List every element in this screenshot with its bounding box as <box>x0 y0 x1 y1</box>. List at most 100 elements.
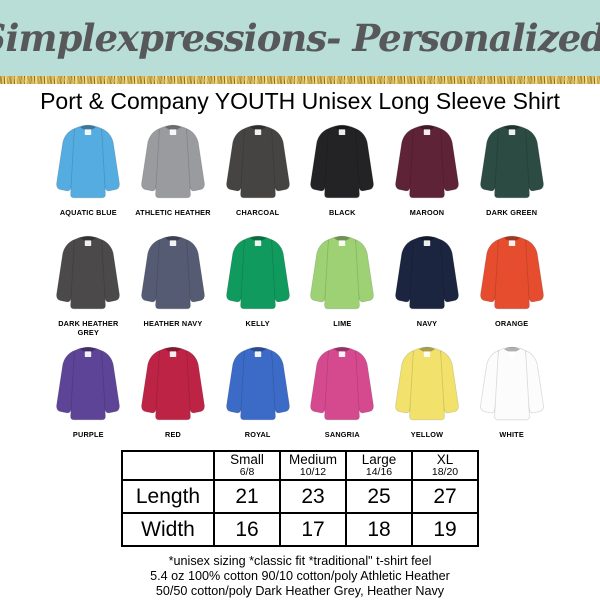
collar <box>334 347 351 353</box>
sleeve-right <box>100 239 121 303</box>
sleeve-left <box>141 350 161 414</box>
shirt-graphic <box>395 235 459 310</box>
sleeve-left <box>479 239 500 303</box>
neck-tag <box>85 351 92 357</box>
neck-tag <box>508 129 515 135</box>
neck-tag <box>339 351 346 357</box>
footnote-line: *unisex sizing *classic fit *traditional… <box>168 554 432 568</box>
shirt-tile: DARK HEATHER GREY <box>46 230 131 338</box>
shirt-color-label: SANGRIA <box>324 430 360 439</box>
shirt-graphic <box>310 124 375 199</box>
collar <box>334 125 351 131</box>
collar <box>249 125 266 131</box>
shirt-tile: AQUATIC BLUE <box>46 119 131 227</box>
shirt-tile: MAROON <box>385 119 470 227</box>
shirt-body <box>239 124 276 199</box>
sleeve-left <box>225 239 246 303</box>
footnote-line: 5.4 oz 100% cotton 90/10 cotton/poly Ath… <box>150 569 450 583</box>
sleeve-left <box>395 128 415 192</box>
shirt-body <box>409 124 445 199</box>
size-name: Small <box>230 452 264 467</box>
footnote-list: *unisex sizing *classic fit *traditional… <box>0 554 600 599</box>
width-row: Width 16 17 18 19 <box>121 512 479 547</box>
sleeve-right <box>354 128 375 192</box>
sleeve-left <box>225 350 246 414</box>
neck-tag <box>169 129 177 135</box>
shirt-color-label: BLACK <box>329 208 356 217</box>
collar <box>418 236 435 242</box>
sleeve-right <box>185 128 205 192</box>
shirt-graphic <box>56 346 121 421</box>
sleeve-right <box>354 239 375 303</box>
sleeve-right <box>100 128 121 192</box>
neck-tag <box>254 240 261 246</box>
shirt-graphic <box>56 124 121 199</box>
size-chart-table: Small 6/8 Medium 10/12 Large 14/16 <box>121 450 479 547</box>
collar <box>164 347 181 353</box>
sleeve-left <box>141 239 161 303</box>
sleeve-right <box>524 239 544 303</box>
measurement-label: Width <box>121 512 215 547</box>
shirt-tile: LIME <box>300 230 385 338</box>
neck-tag <box>169 240 177 246</box>
collar <box>80 236 97 242</box>
product-title: Port & Company YOUTH Unisex Long Sleeve … <box>40 88 560 114</box>
neck-tag <box>423 240 431 246</box>
shirt-graphic <box>310 346 375 421</box>
neck-tag <box>254 351 261 357</box>
shirt-color-label: ROYAL <box>244 430 271 439</box>
shirt-graphic <box>395 346 459 421</box>
shirt-tile: WHITE <box>469 341 554 449</box>
sleeve-right <box>100 350 121 414</box>
shirt-tile: DARK GREEN <box>469 119 554 227</box>
size-name: Medium <box>288 452 337 467</box>
collar <box>418 347 435 353</box>
size-column-header: Medium 10/12 <box>279 450 347 481</box>
shirt-color-label: LIME <box>333 319 352 328</box>
size-range: 10/12 <box>299 466 327 478</box>
shirt-color-label: CHARCOAL <box>235 208 280 217</box>
shirt-tile: RED <box>131 341 216 449</box>
sleeve-right <box>439 128 459 192</box>
collar <box>503 125 520 131</box>
measurement-value: 25 <box>345 479 413 514</box>
shirt-graphic <box>225 346 290 421</box>
footnote-line: 50/50 cotton/poly Dark Heather Grey, Hea… <box>155 584 445 598</box>
shirt-graphic <box>479 124 544 199</box>
shirt-body <box>70 235 107 310</box>
size-name: Large <box>361 452 397 467</box>
shirt-graphic <box>395 124 459 199</box>
shirt-graphic <box>141 235 205 310</box>
size-range: 14/16 <box>365 466 393 478</box>
size-column-header: Small 6/8 <box>213 450 281 481</box>
size-name: XL <box>436 452 454 467</box>
neck-tag <box>85 129 92 135</box>
neck-tag <box>508 240 515 246</box>
brand-script-text: Simplexpressions- Personalized! <box>0 16 600 60</box>
shirt-body <box>324 235 361 310</box>
size-chart-header-row: Small 6/8 Medium 10/12 Large 14/16 <box>121 450 479 481</box>
shirt-body <box>70 124 107 199</box>
size-chart-corner-cell <box>121 450 215 481</box>
collar <box>80 347 97 353</box>
shirt-color-label: WHITE <box>499 430 524 439</box>
measurement-value: 18 <box>345 512 413 547</box>
shirt-tile: NAVY <box>385 230 470 338</box>
size-range: 18/20 <box>431 466 459 478</box>
shirt-body <box>155 124 191 199</box>
neck-tag <box>85 240 92 246</box>
sleeve-left <box>310 350 330 414</box>
collar <box>249 236 266 242</box>
sleeve-left <box>310 239 330 303</box>
shirt-body <box>239 346 276 421</box>
collar <box>164 236 181 242</box>
shirt-body <box>493 346 530 421</box>
sleeve-left <box>395 239 415 303</box>
shirt-body <box>493 235 530 310</box>
shirt-graphic <box>225 235 290 310</box>
measurement-label: Length <box>121 479 215 514</box>
shirt-color-label: DARK GREEN <box>486 208 538 217</box>
collar <box>418 125 435 131</box>
shirt-color-label: HEATHER NAVY <box>143 319 203 328</box>
